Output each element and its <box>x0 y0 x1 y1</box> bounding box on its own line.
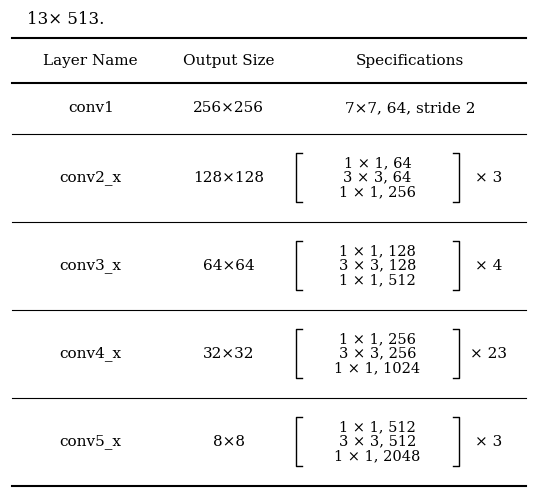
Text: 256×256: 256×256 <box>193 101 264 116</box>
Text: 1 × 1, 256: 1 × 1, 256 <box>339 185 416 199</box>
Text: 128×128: 128×128 <box>193 171 264 184</box>
Text: 1 × 1, 128: 1 × 1, 128 <box>339 244 416 258</box>
Text: 1 × 1, 256: 1 × 1, 256 <box>339 332 416 346</box>
Text: 1 × 1, 2048: 1 × 1, 2048 <box>335 449 421 463</box>
Text: 32×32: 32×32 <box>203 347 255 361</box>
Text: conv2_x: conv2_x <box>60 170 122 185</box>
Text: 7×7, 64, stride 2: 7×7, 64, stride 2 <box>345 101 475 116</box>
Text: 3 × 3, 512: 3 × 3, 512 <box>339 435 416 449</box>
Text: conv5_x: conv5_x <box>60 434 122 449</box>
Text: Specifications: Specifications <box>356 54 464 68</box>
Text: 1 × 1, 1024: 1 × 1, 1024 <box>335 361 421 375</box>
Text: 1 × 1, 512: 1 × 1, 512 <box>339 420 416 434</box>
Text: conv4_x: conv4_x <box>60 346 122 361</box>
Text: 1 × 1, 512: 1 × 1, 512 <box>339 274 416 287</box>
Text: Output Size: Output Size <box>183 54 275 68</box>
Text: 3 × 3, 128: 3 × 3, 128 <box>339 259 416 273</box>
Text: 1 × 1, 64: 1 × 1, 64 <box>344 156 411 170</box>
Text: 13× 513.: 13× 513. <box>27 11 104 28</box>
Text: conv1: conv1 <box>68 101 114 116</box>
Text: Layer Name: Layer Name <box>44 54 138 68</box>
Text: × 3: × 3 <box>475 171 502 184</box>
Text: 3 × 3, 256: 3 × 3, 256 <box>339 347 416 361</box>
Text: × 3: × 3 <box>475 435 502 449</box>
Text: × 4: × 4 <box>475 259 502 273</box>
Text: conv3_x: conv3_x <box>60 258 122 273</box>
Text: 3 × 3, 64: 3 × 3, 64 <box>343 171 412 184</box>
Text: × 23: × 23 <box>470 347 507 361</box>
Text: 64×64: 64×64 <box>203 259 255 273</box>
Text: 8×8: 8×8 <box>213 435 245 449</box>
